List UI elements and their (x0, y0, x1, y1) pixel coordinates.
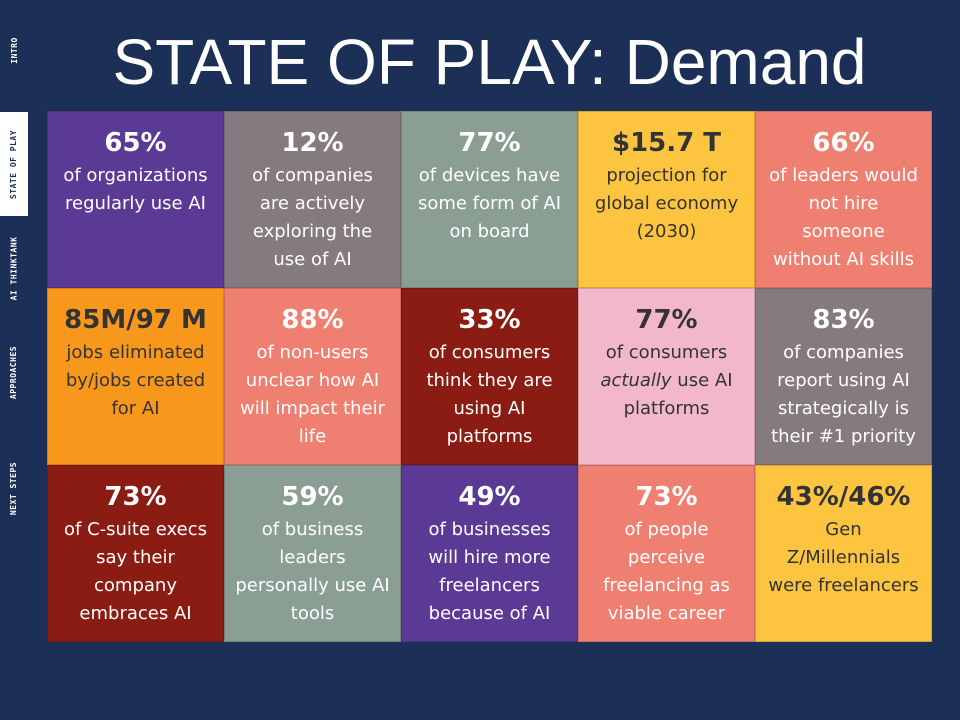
stat-card: 12% of companies are actively exploring t… (224, 111, 401, 288)
stat-value: 33% (458, 305, 521, 335)
stat-text: Gen Z/Millennials were freelancers (766, 516, 921, 600)
nav-label: INTRO (9, 36, 19, 64)
stat-value: 77% (635, 305, 698, 335)
stat-card: 33% of consumers think they are using AI … (401, 288, 578, 465)
stat-value: 77% (458, 128, 521, 158)
stat-text: of companies report using AI strategical… (766, 339, 921, 451)
stat-card: 85M/97 M jobs eliminated by/jobs created … (47, 288, 224, 465)
stat-card: 83% of companies report using AI strategi… (755, 288, 932, 465)
stat-value: 65% (104, 128, 167, 158)
text-segment: projection for global economy (2030) (594, 165, 739, 242)
text-segment: of devices have some form of AI on board (417, 165, 562, 242)
stat-text: of organizations regularly use AI (58, 162, 213, 218)
nav-tab[interactable]: NEXT STEPS (0, 452, 28, 524)
stat-text: of non-users unclear how AI will impact … (235, 339, 390, 451)
text-segment: of non-users unclear how AI will impact … (239, 342, 386, 447)
text-segment: of companies are actively exploring the … (252, 165, 373, 270)
stat-value: 73% (104, 482, 167, 512)
text-emphasis: actually (600, 370, 672, 391)
stat-card: 77% of devices have some form of AI on bo… (401, 111, 578, 288)
stat-text: of devices have some form of AI on board (412, 162, 567, 246)
stat-card: 49% of businesses will hire more freelanc… (401, 465, 578, 642)
stat-card: 73% of people perceive freelancing as via… (578, 465, 755, 642)
stat-text: of consumers actually use AI platforms (589, 339, 744, 423)
stat-value: 88% (281, 305, 344, 335)
text-segment: of C-suite execs say their company embra… (64, 519, 207, 624)
stat-card: 65% of organizations regularly use AI (47, 111, 224, 288)
stat-text: of leaders would not hire someone withou… (766, 162, 921, 274)
stat-grid: 65% of organizations regularly use AI 12% o… (47, 111, 932, 642)
stat-value: 85M/97 M (64, 305, 207, 335)
nav-tab[interactable]: STATE OF PLAY (0, 112, 28, 216)
stat-value: $15.7 T (611, 128, 722, 158)
text-segment: of leaders would not hire someone withou… (769, 165, 918, 270)
stat-card: 77% of consumers actually use AI platform… (578, 288, 755, 465)
stat-card: 73% of C-suite execs say their company em… (47, 465, 224, 642)
stat-value: 59% (281, 482, 344, 512)
stat-text: of companies are actively exploring the … (235, 162, 390, 274)
stat-value: 66% (812, 128, 875, 158)
text-segment: of business leaders personally use AI to… (235, 519, 390, 624)
text-segment: Gen Z/Millennials were freelancers (768, 519, 919, 596)
text-segment: of consumers (605, 342, 728, 363)
nav-tab[interactable]: APPROACHES (0, 330, 28, 414)
stat-value: 83% (812, 305, 875, 335)
stat-value: 12% (281, 128, 344, 158)
stat-card: $15.7 T projection for global economy (20… (578, 111, 755, 288)
text-segment: jobs eliminated by/jobs created for AI (65, 342, 206, 419)
text-segment: of businesses will hire more freelancers… (428, 519, 551, 624)
stat-text: of businesses will hire more freelancers… (412, 516, 567, 628)
stat-card: 59% of business leaders personally use AI… (224, 465, 401, 642)
stat-card: 88% of non-users unclear how AI will impa… (224, 288, 401, 465)
nav-label: NEXT STEPS (9, 461, 19, 515)
stat-text: projection for global economy (2030) (589, 162, 744, 246)
stat-card: 43%/46% Gen Z/Millennials were freelancer… (755, 465, 932, 642)
nav-tab[interactable]: AI THINKTANK (0, 228, 28, 308)
nav-label: APPROACHES (9, 345, 19, 399)
stat-value: 43%/46% (776, 482, 911, 512)
side-nav: INTRO STATE OF PLAY AI THINKTANK APPROACHES… (0, 0, 28, 720)
text-segment: use AI platforms (623, 370, 733, 419)
stat-text: jobs eliminated by/jobs created for AI (58, 339, 213, 423)
text-segment: of people perceive freelancing as viable… (603, 519, 730, 624)
text-segment: of companies report using AI strategical… (771, 342, 916, 447)
stat-text: of consumers think they are using AI pla… (412, 339, 567, 451)
text-segment: of organizations regularly use AI (63, 165, 208, 214)
stat-value: 73% (635, 482, 698, 512)
nav-tab[interactable]: INTRO (0, 20, 28, 80)
slide-title: STATE OF PLAY: Demand (112, 26, 867, 98)
stat-text: of business leaders personally use AI to… (235, 516, 390, 628)
stat-card: 66% of leaders would not hire someone wit… (755, 111, 932, 288)
stat-text: of people perceive freelancing as viable… (589, 516, 744, 628)
stat-text: of C-suite execs say their company embra… (58, 516, 213, 628)
stat-value: 49% (458, 482, 521, 512)
text-segment: of consumers think they are using AI pla… (426, 342, 553, 447)
nav-label: STATE OF PLAY (9, 129, 19, 199)
nav-label: AI THINKTANK (9, 236, 19, 300)
